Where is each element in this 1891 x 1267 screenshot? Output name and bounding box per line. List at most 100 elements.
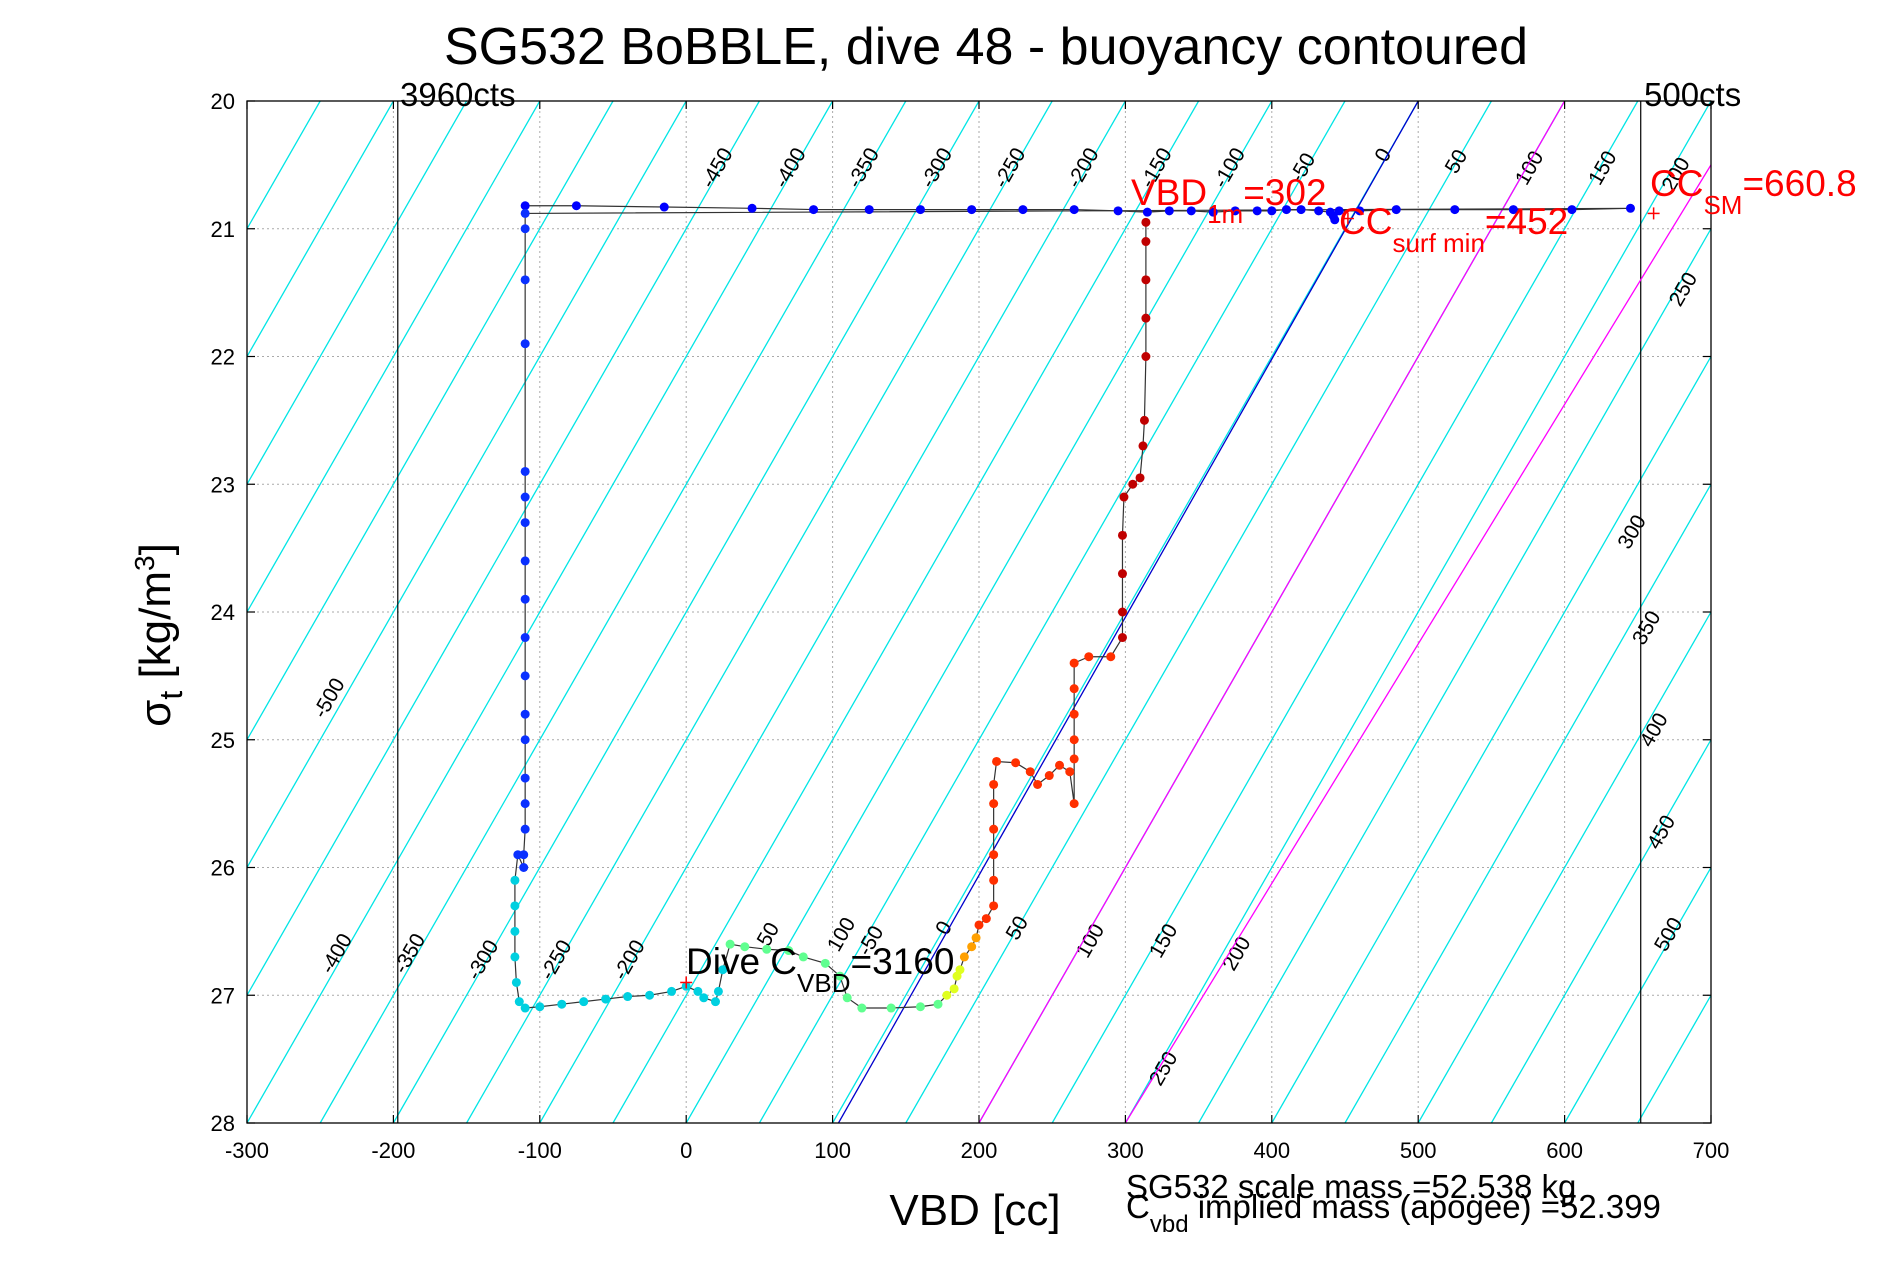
annotation-vbd-1m: VBD1m=302 [1131,172,1327,229]
buoyancy-contour-line [539,101,1126,1123]
data-point [510,926,520,936]
x-tick-label: 200 [961,1138,998,1163]
annotation-dive-cvbd-main: Dive C [686,941,797,982]
data-point [1117,607,1127,617]
contour-label: -400 [316,930,357,978]
y-label-unit-suffix: ] [131,543,180,555]
data-point [1069,709,1079,719]
data-point [1141,237,1151,247]
annotation-cc-surf-min-sub: surf min [1392,228,1484,258]
buoyancy-contour-line [247,101,614,742]
data-point [864,205,874,215]
buoyancy-contour-line [247,101,468,486]
y-axis-label: σt [kg/m3] [129,543,189,727]
data-point [1508,205,1518,215]
y-tick-label: 28 [211,1111,235,1136]
data-point [520,1003,530,1013]
implied-mass-sub: vbd [1150,1211,1189,1238]
annotation-cc-surf-min-val: =452 [1485,201,1568,242]
data-point [510,901,520,911]
data-point [762,944,772,954]
data-point [520,224,530,234]
data-point [699,993,709,1003]
data-point [1069,658,1079,668]
buoyancy-contour-line [612,101,1200,1123]
ref-label-3960cts: 3960cts [400,76,516,113]
data-point [1625,203,1635,213]
data-point [1018,205,1028,215]
contour-label: -200 [1063,144,1104,192]
data-point [989,875,999,885]
data-point [520,201,530,211]
annotation-cc-surf-min-main: CC [1339,201,1392,242]
annotation-dive-cvbd-sub: VBD [797,968,850,998]
x-tick-label: 700 [1693,1138,1730,1163]
contour-label: 50 [1001,912,1033,944]
annotation-dive-cvbd-val: =3160 [851,941,955,982]
data-point [520,633,530,643]
contour-label: -250 [990,144,1031,192]
contour-label: -300 [916,144,957,192]
data-point [514,997,524,1007]
data-point [835,971,845,981]
data-point [1141,352,1151,361]
data-point [725,939,735,949]
chart-title: SG532 BoBBLE, dive 48 - buoyancy contour… [444,18,1528,76]
data-point [1142,207,1152,217]
data-point [1119,492,1129,502]
data-point [1069,735,1079,745]
buoyancy-contour-line [1417,610,1711,1123]
buoyancy-contour-line [392,101,980,1123]
data-point [989,799,999,809]
data-point [520,518,530,528]
x-tick-label: 100 [814,1138,851,1163]
x-tick-label: 300 [1107,1138,1144,1163]
buoyancy-contour-line [1271,355,1711,1123]
data-point [989,901,999,911]
annotation-vbd-1m-main: VBD [1131,172,1207,213]
contour-label: 250 [1145,1048,1182,1090]
buoyancy-contour-line [1710,1121,1711,1123]
data-point [659,202,669,212]
buoyancy-contour-line [1051,101,1639,1123]
data-point [557,999,567,1009]
data-point [571,201,581,211]
contour-label: 100 [1072,920,1109,962]
data-point [1355,206,1365,216]
contour-label: -350 [843,144,884,192]
data-point [942,990,952,1000]
data-point [1139,415,1149,425]
data-point [1141,275,1151,285]
scale-mass-text: SG532 scale mass =52.538 kg [1126,1168,1576,1205]
data-point [842,993,852,1003]
buoyancy-contour-line [247,101,394,358]
data-point [520,208,530,218]
annotation-cc-surf-min: CCsurf min=452 [1339,201,1568,258]
data-point [1011,758,1021,768]
y-tick-label: 26 [211,856,235,881]
data-point [740,942,750,952]
annotation-dive-cvbd: Dive CVBD=3160 [686,941,954,998]
ref-label-500cts: 500cts [1644,76,1741,113]
buoyancy-contour-line [1637,993,1711,1123]
data-point [519,863,529,872]
data-point [915,205,925,215]
contour-label: -400 [770,144,811,192]
data-point [747,203,757,213]
data-point [520,773,530,783]
data-point [933,999,943,1009]
annotation-vbd-1m-val: =302 [1243,172,1326,213]
axes-layer: -300 -200 -100 0 100 200 300 400 500 600 700 20 21 22… [211,89,1730,1163]
data-point [623,992,633,1002]
contour-label: -200 [609,936,650,984]
data-point [513,850,523,860]
y-tick-label: 22 [211,345,235,370]
buoyancy-contour-line [247,101,760,997]
buoyancy-contour-line [685,101,1273,1123]
contour-label: 50 [1441,146,1473,178]
data-point [1128,479,1138,489]
contour-label: 500 [1650,914,1687,956]
fit-line [837,101,1419,1123]
data-point [1069,799,1079,809]
contour-label: 250 [1665,268,1702,310]
